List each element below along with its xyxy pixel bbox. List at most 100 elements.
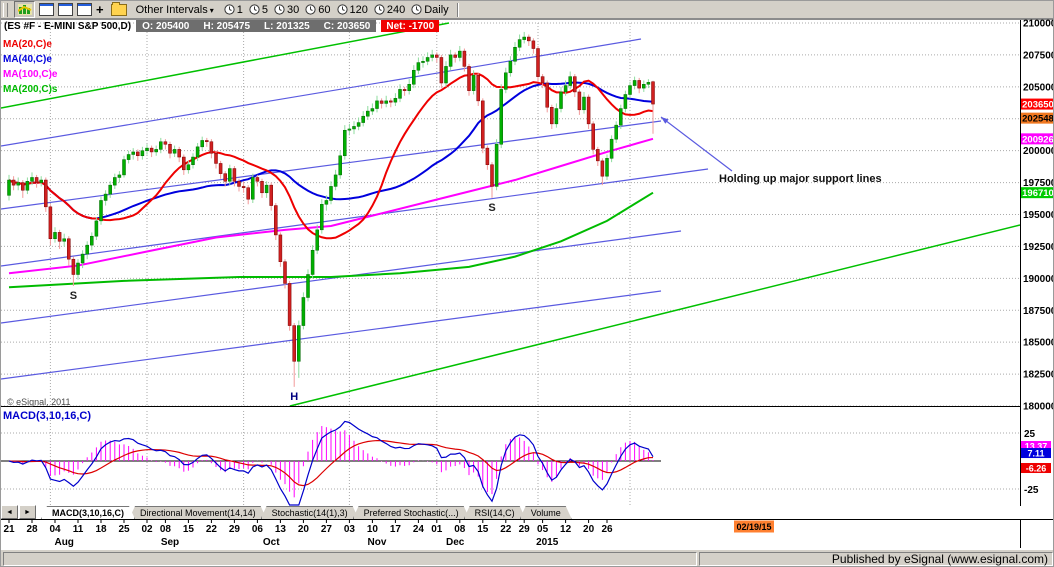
window-properties-icon[interactable]: [77, 3, 92, 16]
price-axis-tick-label: 185000: [1023, 338, 1054, 349]
candle-body: [94, 220, 99, 237]
price-badge: [1021, 112, 1053, 124]
candle-body: [646, 82, 651, 85]
candle-body: [237, 181, 241, 187]
tab-preferred-stochastic[interactable]: Preferred Stochastic(...): [353, 506, 470, 519]
ohlc-item: O: 205400: [142, 20, 190, 32]
clock-icon: [249, 4, 260, 15]
tab-rsi-14-c[interactable]: RSI(14,C): [464, 506, 526, 519]
interval-1[interactable]: 1: [224, 4, 243, 16]
candle-body: [34, 177, 39, 183]
price-axis-tick-label: 180000: [1023, 402, 1054, 413]
chart-style-button[interactable]: [14, 1, 35, 18]
candle-body: [554, 108, 559, 125]
blue-support-trendline[interactable]: [1, 290, 662, 380]
chevron-down-icon: ▾: [209, 5, 214, 15]
macd-badge-value: 13.37: [1025, 442, 1048, 452]
date-tick-label: 24: [413, 524, 425, 535]
candle-body: [421, 61, 425, 63]
candle-body: [467, 66, 471, 91]
price-badge-value: 202548: [1022, 114, 1054, 125]
price-badge: [1021, 187, 1053, 199]
tab-scroll-left-button[interactable]: ◄: [1, 505, 18, 519]
candle-body: [315, 229, 319, 251]
candle-body: [186, 164, 191, 171]
toolbar-grip[interactable]: [3, 2, 8, 17]
tab-scroll-right-button[interactable]: ►: [19, 505, 36, 519]
interval-120[interactable]: 120: [336, 4, 368, 16]
candle-body: [329, 186, 333, 201]
date-tick-label: 08: [160, 524, 172, 535]
candle-body: [540, 76, 545, 84]
interval-30[interactable]: 30: [274, 4, 299, 16]
clock-icon: [374, 4, 385, 15]
price-axis-tick-label: 182500: [1023, 370, 1054, 381]
candle-body: [448, 54, 453, 67]
add-icon[interactable]: +: [96, 1, 104, 17]
interval-60[interactable]: 60: [305, 4, 331, 16]
price-axis-tick-label: 190000: [1023, 274, 1054, 285]
ohlc-item: H: 205475: [203, 20, 251, 32]
interval-240[interactable]: 240: [374, 4, 405, 16]
candle-body: [568, 76, 572, 86]
other-intervals-label: Other Intervals: [135, 3, 208, 16]
blue-support-trendline[interactable]: [1, 168, 709, 267]
candle-body: [108, 184, 112, 195]
green-trendline[interactable]: [1, 22, 450, 109]
tab-stochastic-14-1-3[interactable]: Stochastic(14(1),3): [261, 506, 359, 519]
candle-body: [453, 54, 457, 58]
other-intervals-menu[interactable]: Other Intervals ▾: [136, 4, 214, 16]
clock-icon: [336, 4, 348, 15]
candle-body: [439, 57, 444, 84]
candle-body: [223, 173, 227, 182]
date-tick-label: 26: [601, 524, 613, 535]
candle-body: [435, 54, 439, 58]
date-tick-label: 10: [367, 524, 379, 535]
support-annotation-text[interactable]: Holding up major support lines: [719, 173, 882, 185]
date-tick-label: 13: [275, 524, 287, 535]
candle-body: [559, 91, 563, 109]
tab-directional-movement-14-14[interactable]: Directional Movement(14,14): [129, 506, 267, 519]
candle-body: [628, 85, 632, 95]
green-trendline[interactable]: [289, 224, 1021, 407]
candle-body: [632, 80, 637, 86]
candle-body: [149, 147, 154, 153]
date-tick-label: 15: [183, 524, 195, 535]
clock-icon: [274, 4, 285, 15]
duplicate-window-icon[interactable]: [58, 3, 73, 16]
ma-legend-label-2: MA(40,C)e: [3, 54, 52, 65]
candle-body: [76, 262, 80, 275]
blue-support-trendline[interactable]: [1, 38, 642, 147]
cursor-date-badge[interactable]: [734, 520, 774, 533]
candle-body: [117, 174, 122, 178]
interval-5[interactable]: 5: [249, 4, 268, 16]
annotation-arrow-line[interactable]: [660, 116, 733, 172]
interval-daily[interactable]: Daily: [411, 4, 449, 16]
macd-signal-line: [8, 439, 654, 487]
candle-body: [384, 100, 388, 104]
blue-support-trendline[interactable]: [1, 120, 662, 210]
price-badge: [1021, 133, 1053, 145]
candle-body: [375, 100, 379, 109]
candle-body: [99, 200, 103, 222]
price-axis-tick-label: 205000: [1023, 82, 1054, 93]
tab-volume[interactable]: Volume: [520, 506, 572, 519]
date-tick-label: 20: [583, 524, 595, 535]
folder-icon[interactable]: [110, 1, 127, 16]
macd-indicator-label: MACD(3,10,16,C): [3, 410, 92, 422]
date-tick-label: 03: [344, 524, 356, 535]
month-label: Dec: [446, 537, 465, 548]
status-bar: Published by eSignal (www.esignal.com): [1, 549, 1053, 566]
candle-body: [476, 75, 480, 102]
candle-body: [490, 164, 494, 187]
tab-macd-3-10-16-c[interactable]: MACD(3,10,16,C): [41, 506, 135, 519]
candle-body: [145, 147, 149, 151]
new-chart-window-icon[interactable]: [39, 3, 54, 16]
candle-body: [563, 85, 568, 93]
toolbar: + Other Intervals ▾ 1 5 30 60 120 240 Daily: [1, 1, 1053, 19]
candle-body: [154, 149, 158, 153]
month-label: 2015: [536, 537, 559, 548]
candle-body: [67, 238, 71, 260]
